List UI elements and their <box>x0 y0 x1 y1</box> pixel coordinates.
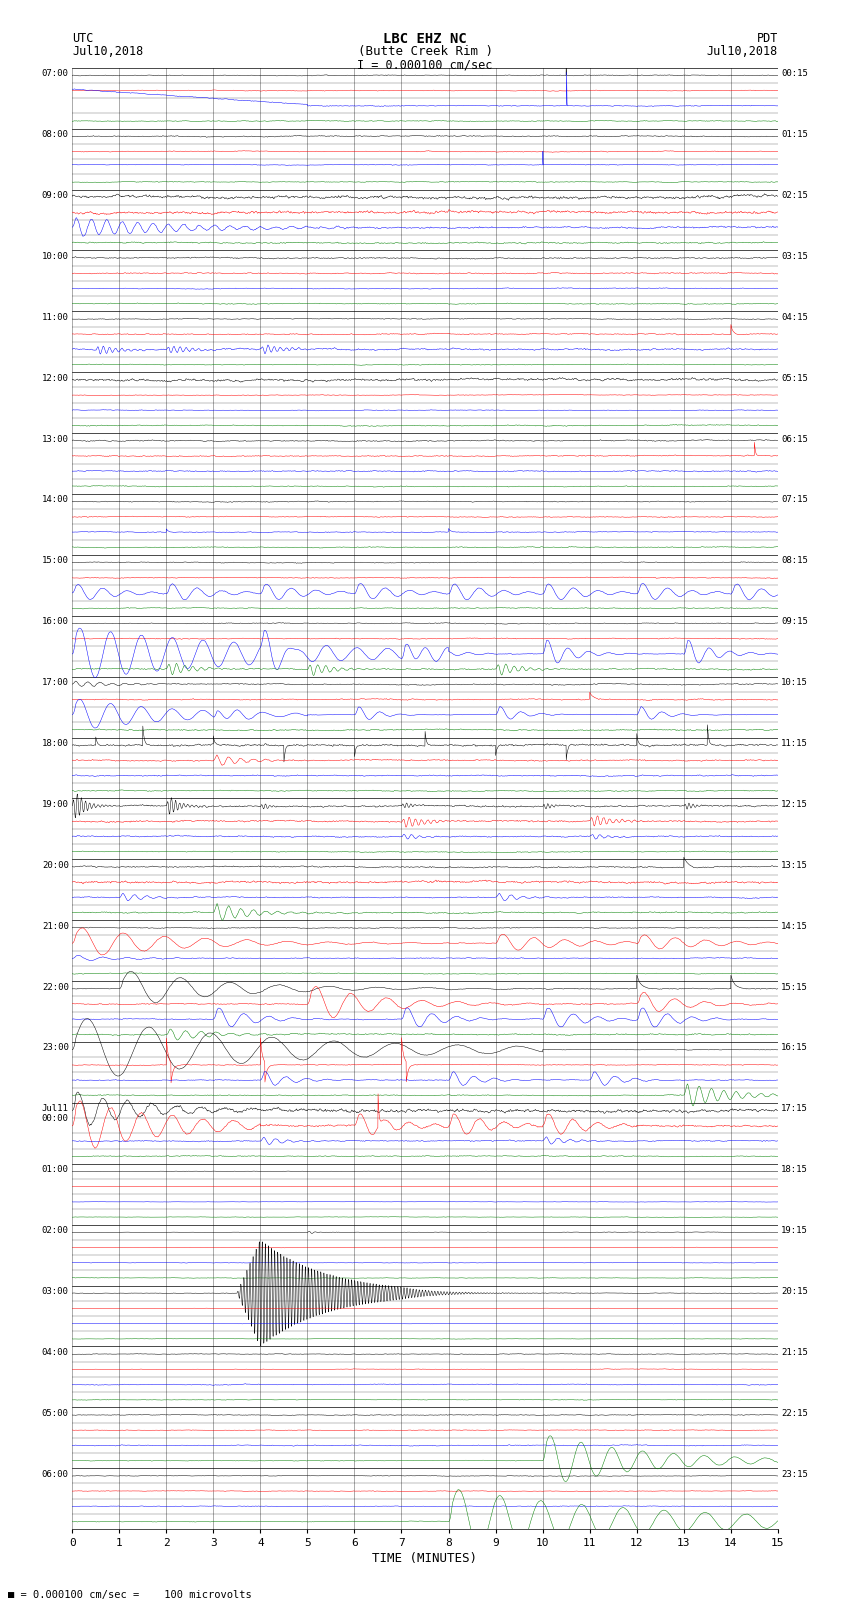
Text: 12:00: 12:00 <box>42 374 69 382</box>
Text: 08:00: 08:00 <box>42 131 69 139</box>
Text: 21:00: 21:00 <box>42 921 69 931</box>
Text: 23:00: 23:00 <box>42 1044 69 1052</box>
Text: UTC: UTC <box>72 32 94 45</box>
Text: 20:00: 20:00 <box>42 861 69 869</box>
Text: 20:15: 20:15 <box>781 1287 808 1295</box>
Text: 09:00: 09:00 <box>42 190 69 200</box>
Text: 11:00: 11:00 <box>42 313 69 321</box>
Text: I = 0.000100 cm/sec: I = 0.000100 cm/sec <box>357 58 493 71</box>
Text: ■ = 0.000100 cm/sec =    100 microvolts: ■ = 0.000100 cm/sec = 100 microvolts <box>8 1590 252 1600</box>
Text: 15:00: 15:00 <box>42 556 69 565</box>
Text: 14:00: 14:00 <box>42 495 69 505</box>
Text: 11:15: 11:15 <box>781 739 808 748</box>
Text: 02:00: 02:00 <box>42 1226 69 1236</box>
Text: 18:00: 18:00 <box>42 739 69 748</box>
Text: 19:00: 19:00 <box>42 800 69 808</box>
X-axis label: TIME (MINUTES): TIME (MINUTES) <box>372 1552 478 1565</box>
Text: PDT: PDT <box>756 32 778 45</box>
Text: 07:15: 07:15 <box>781 495 808 505</box>
Text: 01:00: 01:00 <box>42 1165 69 1174</box>
Text: 22:15: 22:15 <box>781 1408 808 1418</box>
Text: 16:00: 16:00 <box>42 618 69 626</box>
Text: 06:15: 06:15 <box>781 434 808 444</box>
Text: 17:15: 17:15 <box>781 1105 808 1113</box>
Text: 03:15: 03:15 <box>781 252 808 261</box>
Text: 12:15: 12:15 <box>781 800 808 808</box>
Text: 16:15: 16:15 <box>781 1044 808 1052</box>
Text: 09:15: 09:15 <box>781 618 808 626</box>
Text: 22:00: 22:00 <box>42 982 69 992</box>
Text: Jul10,2018: Jul10,2018 <box>72 45 144 58</box>
Text: 04:00: 04:00 <box>42 1348 69 1357</box>
Text: 04:15: 04:15 <box>781 313 808 321</box>
Text: (Butte Creek Rim ): (Butte Creek Rim ) <box>358 45 492 58</box>
Text: 06:00: 06:00 <box>42 1469 69 1479</box>
Text: 18:15: 18:15 <box>781 1165 808 1174</box>
Text: LBC EHZ NC: LBC EHZ NC <box>383 32 467 47</box>
Text: 00:15: 00:15 <box>781 69 808 77</box>
Text: 23:15: 23:15 <box>781 1469 808 1479</box>
Text: 05:15: 05:15 <box>781 374 808 382</box>
Text: 07:00: 07:00 <box>42 69 69 77</box>
Text: 13:15: 13:15 <box>781 861 808 869</box>
Text: 15:15: 15:15 <box>781 982 808 992</box>
Text: 03:00: 03:00 <box>42 1287 69 1295</box>
Text: 02:15: 02:15 <box>781 190 808 200</box>
Text: 10:00: 10:00 <box>42 252 69 261</box>
Text: 21:15: 21:15 <box>781 1348 808 1357</box>
Text: 01:15: 01:15 <box>781 131 808 139</box>
Text: 14:15: 14:15 <box>781 921 808 931</box>
Text: 19:15: 19:15 <box>781 1226 808 1236</box>
Text: Jul10,2018: Jul10,2018 <box>706 45 778 58</box>
Text: 13:00: 13:00 <box>42 434 69 444</box>
Text: 17:00: 17:00 <box>42 677 69 687</box>
Text: Jul11
00:00: Jul11 00:00 <box>42 1105 69 1123</box>
Text: 05:00: 05:00 <box>42 1408 69 1418</box>
Text: 10:15: 10:15 <box>781 677 808 687</box>
Text: 08:15: 08:15 <box>781 556 808 565</box>
